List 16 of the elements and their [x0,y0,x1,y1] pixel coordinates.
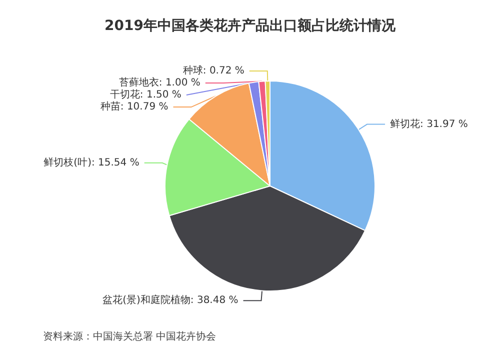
data-label: : 1.50 % [140,90,182,101]
slice-label: 种球 [182,64,203,77]
data-label: : 0.72 % [202,66,244,77]
slice-label: 干切花 [110,88,140,101]
data-label: : 38.48 % [190,295,238,306]
data-label: : 10.79 % [120,102,168,113]
data-label: : 15.54 % [91,157,140,168]
chart-title: 2019年中国各类花卉产品出口额占比统计情况 [104,17,396,34]
slice-label: 鲜切枝(叶) [44,156,92,168]
data-label: : 31.97 % [420,118,468,130]
slice-label: 种苗 [100,100,120,113]
slice-label: 盆花(景)和庭院植物 [102,294,190,306]
text: 资料来源：中国海关总署 中国花卉协会 [43,330,216,342]
slice-label: 鲜切花 [390,118,420,130]
slice-label: 苔藓地衣 [118,76,159,89]
data-label: : 1.00 % [158,78,200,89]
